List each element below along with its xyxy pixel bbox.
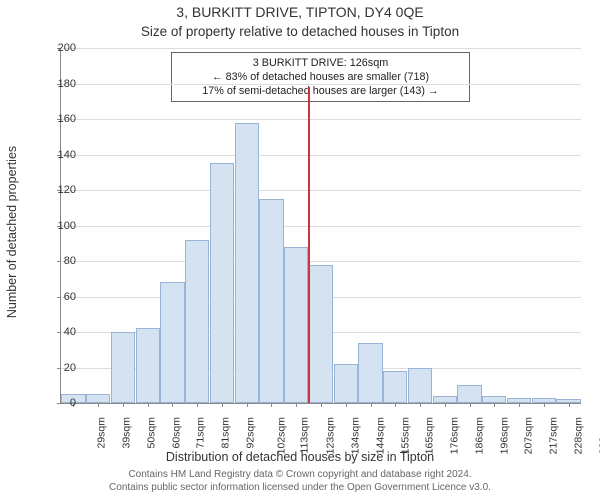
histogram-bar: [383, 371, 407, 403]
gridline: [61, 190, 581, 191]
x-tick-label: 102sqm: [275, 417, 287, 454]
histogram-bar: [358, 343, 382, 403]
x-tick-label: 71sqm: [195, 417, 207, 449]
histogram-bar: [111, 332, 135, 403]
x-tick: [395, 403, 396, 407]
y-tick-label: 80: [36, 255, 76, 267]
marker-line: [308, 87, 310, 403]
x-tick: [197, 403, 198, 407]
x-tick-label: 155sqm: [399, 417, 411, 454]
y-axis-label: Number of detached properties: [5, 146, 19, 318]
histogram-bar: [185, 240, 209, 403]
x-tick: [494, 403, 495, 407]
y-tick-label: 40: [36, 326, 76, 338]
x-tick: [420, 403, 421, 407]
x-tick-label: 81sqm: [220, 417, 232, 449]
x-tick: [544, 403, 545, 407]
page-title-line2: Size of property relative to detached ho…: [0, 24, 600, 39]
gridline: [61, 84, 581, 85]
histogram-bar: [408, 368, 432, 404]
histogram-bar: [160, 282, 184, 403]
y-tick-label: 200: [36, 42, 76, 54]
x-tick-label: 92sqm: [244, 417, 256, 449]
y-tick-label: 100: [36, 220, 76, 232]
x-tick: [247, 403, 248, 407]
histogram-bar: [259, 199, 283, 403]
histogram-bar: [210, 163, 234, 403]
histogram-bar: [86, 394, 110, 403]
annotation-line1: 3 BURKITT DRIVE: 126sqm: [178, 56, 463, 70]
x-tick-label: 134sqm: [349, 417, 361, 454]
x-tick-label: 217sqm: [547, 417, 559, 454]
y-tick-label: 120: [36, 184, 76, 196]
x-tick-label: 165sqm: [424, 417, 436, 454]
x-tick-label: 113sqm: [299, 417, 311, 454]
footer-attribution: Contains HM Land Registry data © Crown c…: [0, 469, 600, 494]
gridline: [61, 155, 581, 156]
x-tick: [346, 403, 347, 407]
x-tick-label: 176sqm: [448, 417, 460, 454]
x-tick: [172, 403, 173, 407]
histogram-bar: [482, 396, 506, 403]
footer-line1: Contains HM Land Registry data © Crown c…: [0, 469, 600, 482]
gridline: [61, 119, 581, 120]
histogram-bar: [235, 123, 259, 403]
annotation-line2: ← 83% of detached houses are smaller (71…: [178, 70, 463, 84]
histogram-bar: [457, 385, 481, 403]
x-tick-label: 144sqm: [374, 417, 386, 454]
footer-line2: Contains public sector information licen…: [0, 482, 600, 495]
x-tick-label: 207sqm: [523, 417, 535, 454]
histogram-bar: [334, 364, 358, 403]
x-tick: [296, 403, 297, 407]
x-tick: [148, 403, 149, 407]
x-tick-label: 196sqm: [498, 417, 510, 454]
gridline: [61, 226, 581, 227]
x-tick: [123, 403, 124, 407]
x-tick-label: 29sqm: [96, 417, 108, 449]
x-tick-label: 50sqm: [145, 417, 157, 449]
x-tick: [371, 403, 372, 407]
y-tick-label: 140: [36, 149, 76, 161]
page-title-line1: 3, BURKITT DRIVE, TIPTON, DY4 0QE: [0, 4, 600, 20]
y-tick-label: 0: [36, 397, 76, 409]
y-tick-label: 60: [36, 291, 76, 303]
x-tick-label: 123sqm: [325, 417, 337, 454]
x-tick-label: 228sqm: [572, 417, 584, 454]
x-tick: [519, 403, 520, 407]
gridline: [61, 48, 581, 49]
annotation-line3: 17% of semi-detached houses are larger (…: [178, 84, 463, 98]
y-tick-label: 160: [36, 113, 76, 125]
annotation-box: 3 BURKITT DRIVE: 126sqm ← 83% of detache…: [171, 52, 470, 102]
y-tick-label: 20: [36, 362, 76, 374]
x-tick-label: 60sqm: [170, 417, 182, 449]
x-tick: [470, 403, 471, 407]
x-tick: [98, 403, 99, 407]
x-tick: [445, 403, 446, 407]
x-tick: [569, 403, 570, 407]
histogram-bar: [284, 247, 308, 403]
x-tick-label: 39sqm: [121, 417, 133, 449]
x-tick: [321, 403, 322, 407]
y-tick-label: 180: [36, 78, 76, 90]
histogram-bar: [309, 265, 333, 403]
histogram-bar: [433, 396, 457, 403]
x-tick: [271, 403, 272, 407]
x-tick: [222, 403, 223, 407]
histogram-bar: [136, 328, 160, 403]
x-tick-label: 186sqm: [473, 417, 485, 454]
chart-plot-area: 3 BURKITT DRIVE: 126sqm ← 83% of detache…: [60, 48, 581, 404]
gridline: [61, 261, 581, 262]
